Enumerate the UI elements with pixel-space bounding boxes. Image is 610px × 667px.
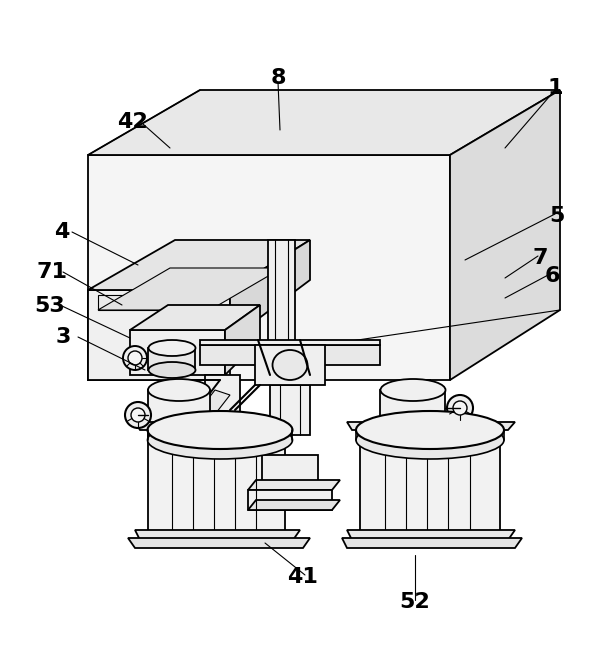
Polygon shape <box>180 390 230 440</box>
Ellipse shape <box>356 421 504 459</box>
Polygon shape <box>148 430 285 545</box>
Polygon shape <box>98 295 210 310</box>
Ellipse shape <box>381 379 445 401</box>
Polygon shape <box>395 390 428 435</box>
Ellipse shape <box>148 340 195 356</box>
Text: 5: 5 <box>550 206 565 226</box>
Polygon shape <box>248 500 340 510</box>
Polygon shape <box>98 268 282 310</box>
Polygon shape <box>342 538 522 548</box>
Ellipse shape <box>148 424 210 446</box>
Polygon shape <box>248 490 332 510</box>
Polygon shape <box>225 305 260 375</box>
Polygon shape <box>270 385 310 435</box>
Polygon shape <box>130 305 260 330</box>
Polygon shape <box>205 415 265 430</box>
Polygon shape <box>352 540 508 545</box>
Polygon shape <box>347 422 515 430</box>
Ellipse shape <box>148 362 195 378</box>
Polygon shape <box>268 240 295 345</box>
Polygon shape <box>262 455 318 490</box>
Polygon shape <box>188 445 280 455</box>
Polygon shape <box>360 430 500 545</box>
Text: 1: 1 <box>547 78 563 98</box>
Text: 53: 53 <box>35 296 65 316</box>
Ellipse shape <box>273 350 307 380</box>
Ellipse shape <box>148 421 293 459</box>
Polygon shape <box>148 390 210 435</box>
Polygon shape <box>135 422 300 430</box>
Polygon shape <box>88 155 450 380</box>
Polygon shape <box>200 340 380 345</box>
Polygon shape <box>135 530 300 540</box>
Text: 8: 8 <box>270 68 285 88</box>
Ellipse shape <box>123 346 147 370</box>
Ellipse shape <box>131 408 145 422</box>
Polygon shape <box>255 345 325 385</box>
Ellipse shape <box>356 411 504 449</box>
Text: 42: 42 <box>117 112 148 132</box>
Ellipse shape <box>447 395 473 421</box>
Text: 6: 6 <box>544 266 560 286</box>
Polygon shape <box>450 90 560 380</box>
Polygon shape <box>148 348 195 370</box>
Polygon shape <box>205 375 240 430</box>
Text: 7: 7 <box>533 248 548 268</box>
Polygon shape <box>88 240 310 290</box>
Ellipse shape <box>381 424 445 446</box>
Polygon shape <box>88 90 560 155</box>
Text: 3: 3 <box>56 327 71 347</box>
Ellipse shape <box>128 351 142 365</box>
Text: 71: 71 <box>37 262 68 282</box>
Polygon shape <box>128 538 310 548</box>
Polygon shape <box>248 480 340 490</box>
Polygon shape <box>140 540 293 545</box>
Text: 41: 41 <box>287 567 318 587</box>
Ellipse shape <box>453 401 467 415</box>
Text: 52: 52 <box>400 592 431 612</box>
Polygon shape <box>188 430 258 455</box>
Ellipse shape <box>148 411 293 449</box>
Text: 4: 4 <box>54 222 70 242</box>
Polygon shape <box>88 290 230 380</box>
Polygon shape <box>380 390 445 435</box>
Polygon shape <box>130 330 225 375</box>
Ellipse shape <box>125 402 151 428</box>
Ellipse shape <box>148 379 210 401</box>
Polygon shape <box>200 345 380 365</box>
Polygon shape <box>230 240 310 340</box>
Polygon shape <box>347 530 515 540</box>
